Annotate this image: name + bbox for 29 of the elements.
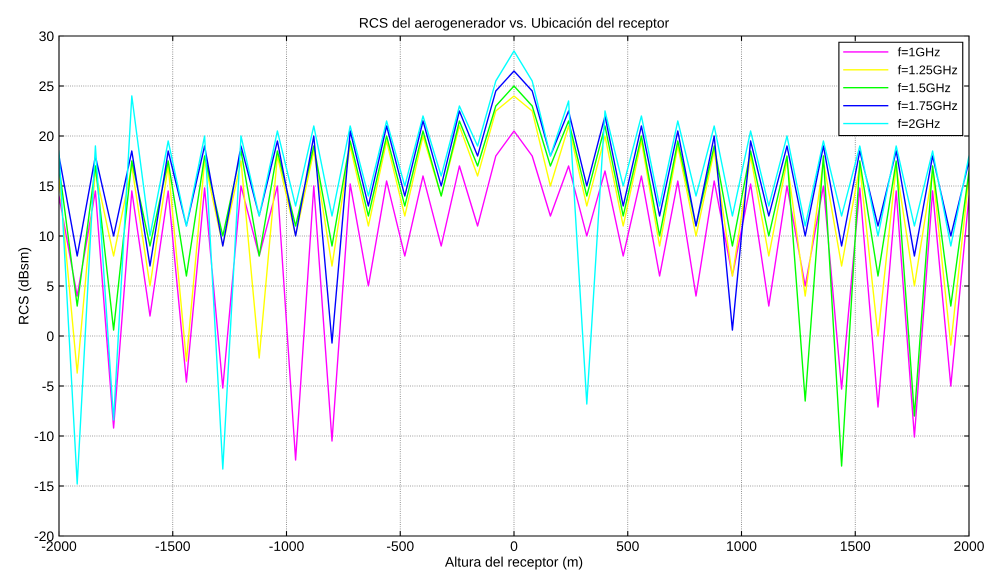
x-axis-title: Altura del receptor (m) [444,556,582,570]
y-tick-label: 10 [40,231,54,242]
x-tick-label: 1000 [727,541,756,552]
line-series [59,95,969,374]
legend-label: f=1GHz [898,47,940,56]
x-tick-label: -1500 [156,541,190,552]
legend-label: f=1.5GHz [898,83,950,92]
y-tick-label: 25 [39,81,54,92]
y-tick-label: 0 [46,331,54,342]
legend-label: f=1.75GHz [898,100,958,110]
y-tick-label: 20 [39,131,54,142]
x-tick-label: 2000 [954,541,984,552]
x-tick-label: 500 [616,541,639,552]
y-tick-label: -10 [34,431,54,442]
y-tick-label: 30 [39,31,54,42]
legend-label: f=2GHz [898,118,940,128]
chart-title: RCS del aerogenerador vs. Ubicación del receptor [360,17,669,31]
x-tick-label: -500 [386,541,414,552]
x-tick-label: -1000 [269,541,304,552]
y-tick-label: -15 [34,481,54,492]
x-tick-label: 1500 [840,541,870,552]
y-tick-label: 5 [46,281,54,292]
y-tick-label: -20 [34,531,54,542]
x-tick-label: -2000 [42,541,76,552]
y-tick-label: 15 [40,181,54,192]
x-tick-label: 0 [510,541,518,552]
y-tick-label: -5 [42,381,54,392]
y-axis-title: RCS (dBsm) [18,248,32,324]
legend-label: f=1.25GHz [898,65,958,74]
